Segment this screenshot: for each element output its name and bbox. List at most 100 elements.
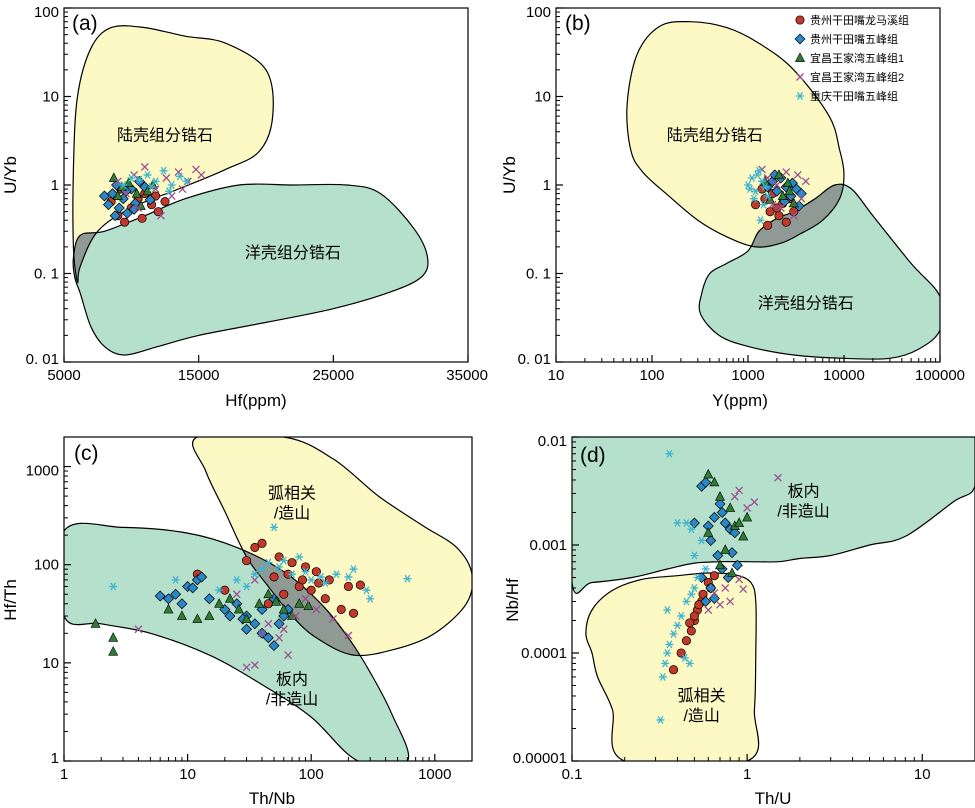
legend-marker-yc2 xyxy=(796,73,804,81)
data-point-cq xyxy=(677,612,686,620)
x-tick-label: 1 xyxy=(60,766,68,783)
x-tick-label: 10000 xyxy=(823,367,865,384)
data-point-yc2 xyxy=(768,200,777,209)
data-point-yc2 xyxy=(763,174,772,182)
data-point-cq xyxy=(690,584,699,592)
data-point-cq xyxy=(321,579,330,588)
data-point-yc2 xyxy=(140,162,149,171)
region-label: /造山 xyxy=(683,707,719,725)
data-point-gz_wf xyxy=(700,476,712,488)
data-point-cq xyxy=(279,556,288,565)
panel-label: (a) xyxy=(72,12,98,35)
region-label: 弧相关 xyxy=(268,485,316,503)
data-point-gz_wf xyxy=(98,190,110,202)
data-point-cq xyxy=(349,565,358,574)
data-point-gz_lmx xyxy=(287,558,297,568)
data-point-cq xyxy=(215,586,224,595)
region-continental-outline xyxy=(191,437,472,657)
y-axis-label: U/Yb xyxy=(1,156,20,194)
data-point-yc2 xyxy=(776,204,785,212)
data-point-gz_wf xyxy=(154,590,166,602)
data-point-yc2 xyxy=(716,600,724,609)
axes: 10 100 1000 10000 100000 0. 01 0. 1 1 10 100 xyxy=(518,4,965,384)
data-point-gz_lmx xyxy=(709,571,719,581)
data-point-cq xyxy=(697,536,706,545)
data-point-yc2 xyxy=(264,619,273,628)
data-points xyxy=(98,162,206,227)
data-point-yc2 xyxy=(162,174,171,182)
data-point-cq xyxy=(143,170,152,179)
data-point-gz_lmx xyxy=(120,217,130,227)
region-label: 洋壳组分锆石 xyxy=(758,295,854,313)
data-point-gz_wf xyxy=(705,582,717,594)
data-point-gz_lmx xyxy=(355,580,365,590)
data-point-cq xyxy=(658,672,667,681)
data-point-yc1 xyxy=(303,600,314,610)
data-point-cq xyxy=(135,175,144,184)
data-point-gz_wf xyxy=(196,571,208,583)
data-point-gz_lmx xyxy=(324,575,334,585)
data-point-yc1 xyxy=(720,544,731,554)
data-point-yc2 xyxy=(134,625,143,634)
data-point-gz_wf xyxy=(102,199,114,211)
data-point-cq xyxy=(250,570,259,579)
plot-frame xyxy=(571,436,975,762)
data-point-cq xyxy=(295,552,304,561)
legend-label-yc1: 宜昌王家湾五峰组1 xyxy=(810,51,904,65)
regions xyxy=(64,437,472,761)
data-point-cq xyxy=(680,653,689,662)
region-label: 陆壳组分锆石 xyxy=(117,126,213,144)
data-point-cq xyxy=(661,659,670,668)
x-tick-label: 10 xyxy=(914,766,931,783)
data-point-gz_wf xyxy=(700,595,712,607)
data-point-cq xyxy=(258,565,267,574)
data-point-yc2 xyxy=(344,631,353,640)
region-continental-outline xyxy=(585,572,760,761)
data-point-gz_lmx xyxy=(279,589,289,599)
y-tick-label: 0. 01 xyxy=(518,351,551,368)
data-point-gz_wf xyxy=(771,185,783,197)
data-point-yc1 xyxy=(738,530,749,541)
region-oceanic-fill xyxy=(699,184,940,360)
data-point-yc1 xyxy=(703,527,714,537)
data-point-cq xyxy=(673,518,682,527)
data-point-gz_wf xyxy=(224,610,236,622)
data-point-cq xyxy=(753,170,762,179)
data-point-yc2 xyxy=(797,194,806,203)
data-point-yc1 xyxy=(294,598,305,608)
data-point-gz_lmx xyxy=(698,589,708,599)
data-point-yc1 xyxy=(773,169,784,179)
data-point-cq xyxy=(264,558,273,567)
region-oceanic-outline xyxy=(72,183,429,356)
data-point-gz_wf xyxy=(719,517,731,529)
x-axis-label: Y(ppm) xyxy=(712,391,768,410)
data-point-gz_wf xyxy=(176,598,188,610)
y-tick-label: 100 xyxy=(34,557,59,574)
data-points xyxy=(90,523,412,672)
data-point-cq xyxy=(682,597,691,606)
data-point-yc2 xyxy=(279,625,288,634)
region-label: 洋壳组分锆石 xyxy=(245,244,341,262)
y-tick-label: 0.01 xyxy=(538,433,567,450)
data-point-cq xyxy=(665,640,674,649)
panel-label: (c) xyxy=(74,442,99,465)
data-point-cq xyxy=(269,523,278,532)
x-tick-label: 100 xyxy=(299,766,324,783)
x-tick-label: 0.1 xyxy=(562,766,583,783)
x-tick-label: 15000 xyxy=(178,367,220,384)
data-point-yc1 xyxy=(233,603,244,614)
data-point-yc2 xyxy=(704,606,713,614)
data-point-gz_lmx xyxy=(668,665,679,675)
data-point-cq xyxy=(685,659,694,668)
panel-d: 0.1 1 10 0.00001 0.0001 0.001 0.01 板内/非造山弧相关/造… xyxy=(503,433,975,808)
x-axis-label: Th/U xyxy=(755,789,792,808)
data-point-yc1 xyxy=(163,603,174,614)
data-point-gz_lmx xyxy=(689,611,699,621)
data-point-gz_lmx xyxy=(297,575,308,585)
data-point-cq xyxy=(366,594,375,603)
data-point-yc1 xyxy=(108,632,119,642)
data-point-yc2 xyxy=(250,661,259,669)
data-point-gz_wf xyxy=(729,527,741,539)
legend-label-cq: 重庆干田嘴五峰组 xyxy=(810,89,898,103)
